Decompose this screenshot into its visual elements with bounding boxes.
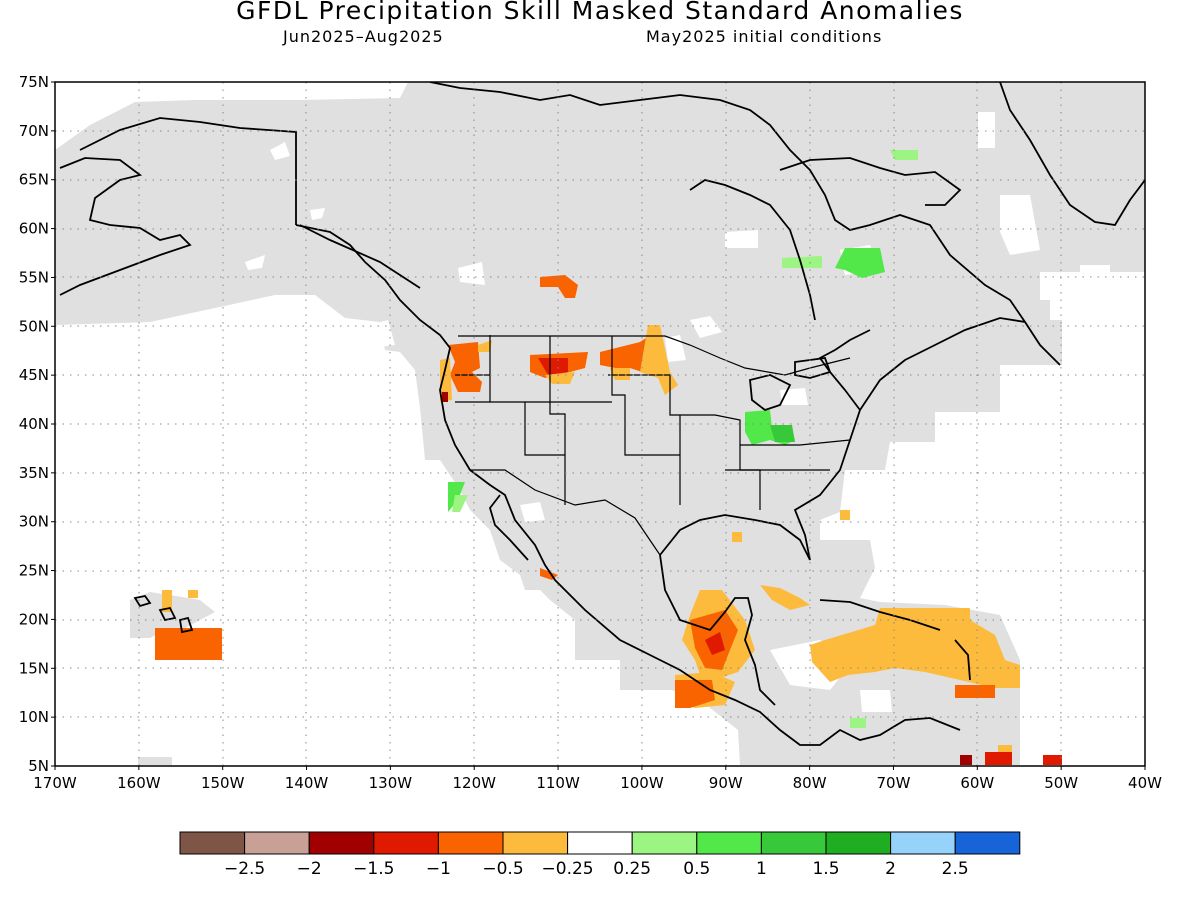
lat-tick-label: 15N (19, 659, 49, 677)
political-boundaries (455, 335, 851, 556)
lat-tick-label: 5N (28, 757, 49, 775)
colorbar-label: −1 (426, 859, 451, 879)
colorbar-swatch (696, 831, 762, 855)
lat-tick-label: 10N (19, 708, 49, 726)
colorbar-label: −2 (297, 859, 322, 879)
lat-tick-label: 25N (19, 562, 49, 580)
colorbar-label: 2 (885, 859, 896, 879)
lat-tick-label: 70N (19, 122, 49, 140)
season-label: Jun2025–Aug2025 (283, 27, 444, 46)
map-title: GFDL Precipitation Skill Masked Standard… (236, 0, 964, 25)
lon-tick-label: 110W (536, 774, 580, 792)
longitude-axis: 170W 160W 150W 140W 130W 120W 110W 100W 90W 80W 70… (33, 766, 1162, 792)
colorbar-swatch (890, 831, 956, 855)
lon-tick-label: 150W (201, 774, 245, 792)
colorbar-label: 2.5 (942, 859, 969, 879)
graticule (55, 82, 1145, 766)
lon-tick-label: 100W (620, 774, 664, 792)
lon-tick-label: 130W (369, 774, 413, 792)
latitude-axis: 75N 70N 65N 60N 55N 50N 45N 40N 35N 30N 25N 20N 15N 1… (19, 73, 55, 775)
lon-tick-label: 40W (1128, 774, 1162, 792)
lat-tick-label: 40N (19, 415, 49, 433)
colorbar-label: −2.5 (224, 859, 265, 879)
colorbar-label: 0.5 (683, 859, 710, 879)
colorbar-swatch (954, 831, 1021, 855)
colorbar-label: 1.5 (812, 859, 839, 879)
skill-mask-layer (55, 82, 1145, 765)
lon-tick-label: 50W (1044, 774, 1078, 792)
lat-tick-label: 50N (19, 317, 49, 335)
initial-conditions-label: May2025 initial conditions (646, 27, 883, 46)
colorbar-swatch (760, 831, 827, 855)
colorbar: −2.5 −2 −1.5 −1 −0.5 −0.25 0.25 0.5 1 1.5 2 2.5 (179, 831, 1021, 879)
colorbar-swatch (631, 831, 698, 855)
lat-tick-label: 55N (19, 268, 49, 286)
colorbar-label: −1.5 (353, 859, 394, 879)
lat-tick-label: 30N (19, 513, 49, 531)
lat-tick-label: 60N (19, 220, 49, 238)
colorbar-swatch (437, 831, 504, 855)
colorbar-swatch (825, 831, 892, 855)
coastlines (59, 82, 1145, 746)
lat-tick-label: 75N (19, 73, 49, 91)
lat-tick-label: 65N (19, 171, 49, 189)
colorbar-swatch (179, 831, 246, 855)
colorbar-label: 1 (756, 859, 767, 879)
colorbar-swatch (244, 831, 310, 855)
colorbar-label: −0.5 (482, 859, 523, 879)
colorbar-label: −0.25 (542, 859, 594, 879)
lat-tick-label: 20N (19, 610, 49, 628)
colorbar-swatch (308, 831, 375, 855)
lon-tick-label: 160W (117, 774, 161, 792)
lon-tick-label: 120W (452, 774, 496, 792)
colorbar-swatch (502, 831, 569, 855)
lon-tick-label: 60W (960, 774, 994, 792)
colorbar-swatch (373, 831, 439, 855)
lon-tick-label: 140W (285, 774, 329, 792)
lon-tick-label: 170W (33, 774, 77, 792)
lat-tick-label: 45N (19, 366, 49, 384)
lon-tick-label: 70W (877, 774, 911, 792)
lon-tick-label: 80W (793, 774, 827, 792)
lon-tick-label: 90W (709, 774, 743, 792)
colorbar-swatch (567, 831, 633, 855)
lat-tick-label: 35N (19, 464, 49, 482)
colorbar-label: 0.25 (613, 859, 651, 879)
